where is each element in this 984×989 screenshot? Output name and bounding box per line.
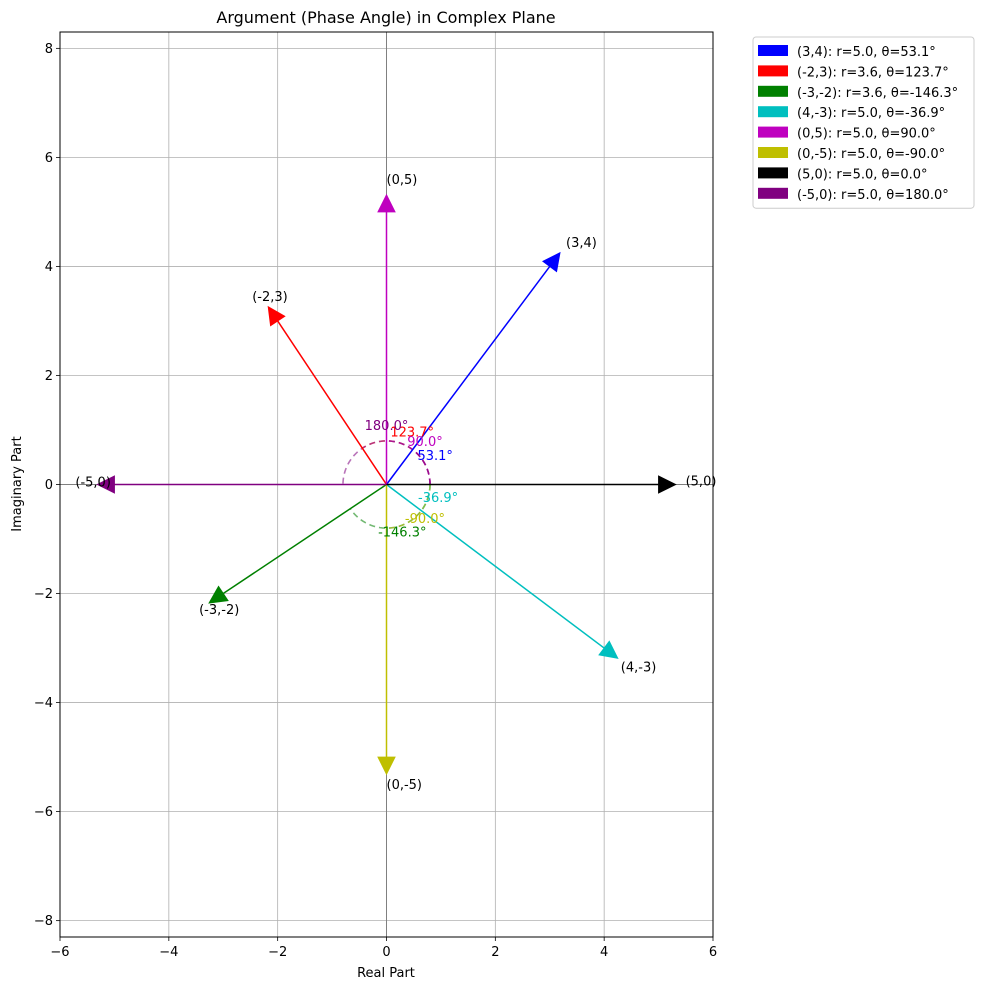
point-label-6: (5,0)	[686, 475, 717, 490]
legend-label-1: (-2,3): r=3.6, θ=123.7°	[797, 65, 949, 80]
legend-label-2: (-3,-2): r=3.6, θ=-146.3°	[797, 86, 958, 101]
x-axis-title: Real Part	[357, 966, 415, 981]
angle-label-1: 123.7°	[390, 425, 434, 440]
angle-label-3: -36.9°	[418, 491, 458, 506]
vector-0	[385, 265, 551, 485]
arrowhead-1	[267, 305, 286, 327]
chart-title: Argument (Phase Angle) in Complex Plane	[216, 8, 555, 27]
y-tick-label: 4	[45, 260, 53, 275]
legend-label-6: (5,0): r=5.0, θ=0.0°	[797, 167, 928, 182]
vectors	[96, 193, 677, 776]
angle-label-0: 53.1°	[417, 449, 452, 464]
annotations: (3,4) 53.1° (-2,3) 123.7° (-3,-2) -146.3° (4,-…	[75, 173, 716, 793]
vector-3	[386, 483, 605, 649]
y-axis: −8 −6 −4 −2 0 2 4 6 8	[34, 42, 60, 929]
legend-swatch-0	[758, 45, 788, 56]
legend-swatch-1	[758, 65, 788, 77]
legend-label-4: (0,5): r=5.0, θ=90.0°	[797, 127, 936, 142]
x-tick-label: 4	[600, 945, 608, 960]
point-label-5: (0,-5)	[387, 778, 423, 793]
vector-1	[277, 320, 388, 485]
point-label-7: (-5,0)	[75, 476, 111, 491]
legend-swatch-4	[758, 126, 788, 138]
y-tick-label: 8	[45, 42, 53, 57]
angle-label-7: 180.0°	[365, 419, 409, 434]
arrowhead-7	[96, 475, 115, 494]
point-label-3: (4,-3)	[621, 660, 657, 675]
point-label-1: (-2,3)	[252, 290, 288, 305]
legend-box	[752, 36, 975, 209]
legend-label-5: (0,-5): r=5.0, θ=-90.0°	[797, 147, 945, 162]
y-axis-title: Imaginary Part	[10, 436, 25, 531]
legend-swatch-5	[758, 147, 788, 158]
legend-swatch-3	[758, 106, 788, 118]
y-tick-label: 2	[45, 369, 53, 384]
legend: (3,4): r=5.0, θ=53.1° (-2,3): r=3.6, θ=12…	[752, 36, 975, 209]
angle-arcs	[342, 440, 431, 529]
angle-label-2: -146.3°	[378, 526, 426, 541]
point-label-2: (-3,-2)	[199, 603, 239, 618]
x-tick-label: −2	[268, 945, 287, 960]
x-tick-label: 0	[382, 945, 390, 960]
angle-arc-7	[342, 440, 431, 485]
point-label-4: (0,5)	[387, 173, 418, 188]
legend-label-0: (3,4): r=5.0, θ=53.1°	[797, 45, 936, 60]
arrowhead-4	[377, 193, 396, 213]
x-tick-label: −4	[159, 945, 178, 960]
x-tick-label: 2	[491, 945, 499, 960]
angle-label-5: -90.0°	[405, 512, 445, 527]
y-tick-label: −6	[34, 805, 53, 820]
angle-label-4: 90.0°	[407, 435, 442, 450]
x-axis: −6 −4 −2 0 2 4 6	[50, 937, 717, 960]
angle-arc-5	[386, 484, 431, 529]
legend-swatch-6	[758, 167, 788, 179]
arrowhead-0	[542, 251, 561, 273]
plot-area: (3,4) 53.1° (-2,3) 123.7° (-3,-2) -146.3° (4,-…	[59, 31, 716, 938]
legend-label-3: (4,-3): r=5.0, θ=-36.9°	[797, 106, 945, 121]
y-tick-label: −8	[34, 914, 53, 929]
legend-label-7: (-5,0): r=5.0, θ=180.0°	[797, 188, 949, 203]
y-tick-label: 0	[45, 478, 53, 493]
vector-2	[222, 483, 387, 595]
y-tick-label: 6	[45, 151, 53, 166]
arrowhead-5	[377, 756, 396, 776]
y-tick-label: −4	[34, 696, 53, 711]
arrowhead-3	[598, 640, 619, 659]
x-tick-label: 6	[709, 945, 717, 960]
x-tick-label: −6	[50, 945, 69, 960]
legend-swatch-2	[758, 85, 788, 97]
arrowhead-2	[208, 585, 229, 604]
point-label-0: (3,4)	[566, 236, 597, 251]
y-tick-label: −2	[34, 587, 53, 602]
arrowhead-6	[658, 475, 677, 494]
legend-swatch-7	[758, 187, 788, 199]
